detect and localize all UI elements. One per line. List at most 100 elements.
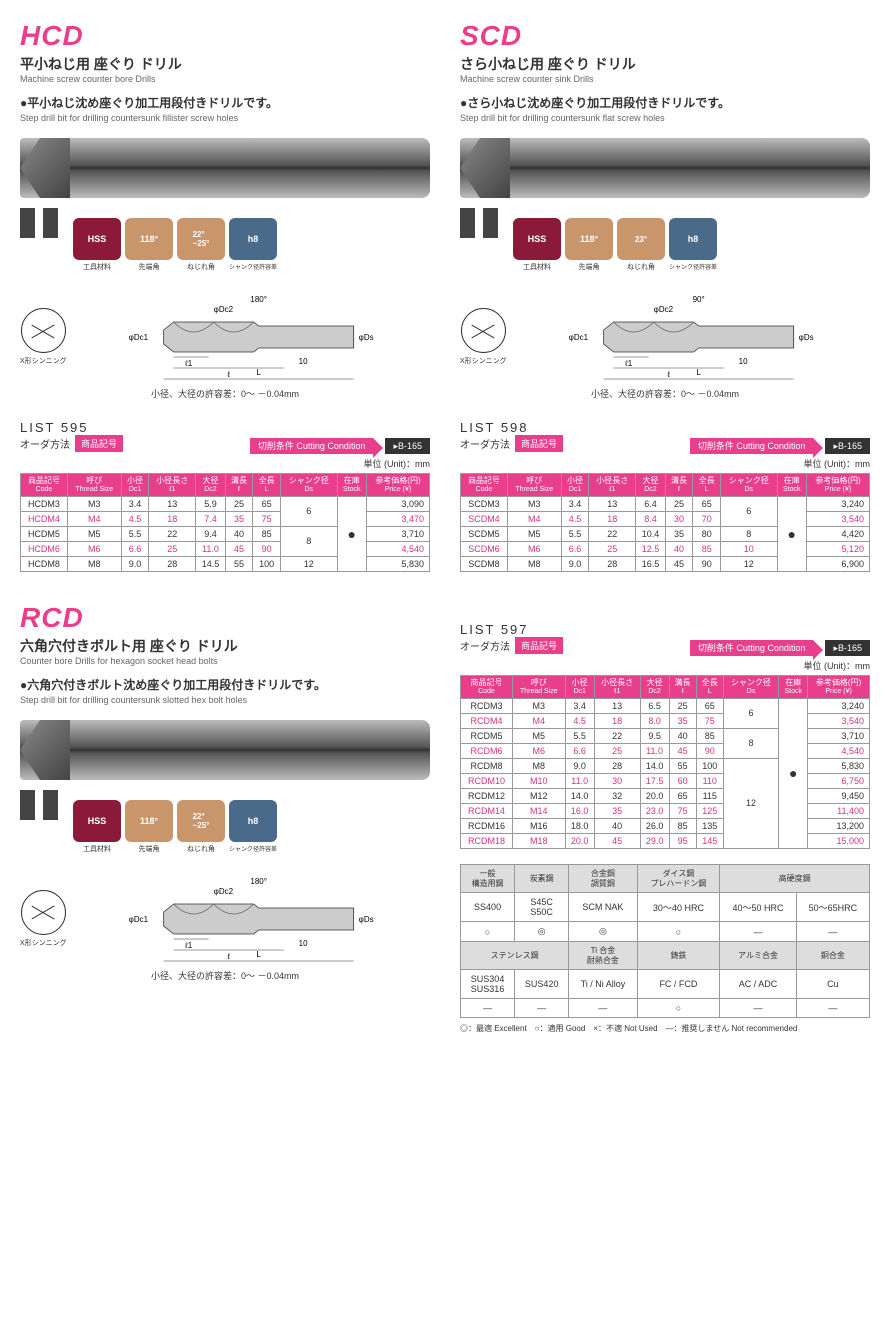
table-row: SCDM8M89.02816.54590126,900 (461, 556, 870, 571)
svg-text:L: L (256, 368, 261, 377)
spec-table: 商品記号Code呼びThread Size小径Dc1小径長さℓ1大径Dc2溝長ℓ… (20, 473, 430, 572)
title-en: Machine screw counter sink Drills (460, 74, 870, 84)
thinning-icon: X形シンニング (20, 890, 67, 948)
title-jp: 平小ねじ用 座ぐり ドリル (20, 54, 430, 74)
svg-text:φDc2: φDc2 (213, 305, 233, 314)
svg-text:φDc2: φDc2 (653, 305, 673, 314)
badges: HSS工具材料 118°先端角 23°ねじれ角 h8シャンク径許容差 (513, 218, 717, 272)
scd-section: SCD さら小ねじ用 座ぐり ドリル Machine screw counter… (460, 20, 870, 572)
svg-text:ℓ: ℓ (226, 370, 230, 379)
thinning-icon: X形シンニング (460, 308, 507, 366)
order-tag: 商品記号 (515, 637, 563, 654)
tolerance-note: 小径、大径の許容差：0～ －0.04mm (20, 387, 430, 400)
dimension-diagram: 90° φDc2 φDc1 ℓ1 ℓ 10 L φDs (517, 292, 870, 382)
spec-table: 商品記号Code呼びThread Size小径Dc1小径長さℓ1大径Dc2溝長ℓ… (460, 675, 870, 849)
table-row: HCDM4M44.5187.435753,470 (21, 511, 430, 526)
badge-h8: h8 (229, 218, 277, 260)
cross-section-icon (20, 790, 58, 820)
svg-text:10: 10 (298, 357, 307, 366)
badge-hss: HSS (73, 218, 121, 260)
desc-en: Step drill bit for drilling countersunk … (20, 113, 430, 123)
svg-text:ℓ1: ℓ1 (184, 941, 193, 950)
svg-text:10: 10 (298, 939, 307, 948)
badge-helix: 22° ~25° (177, 800, 225, 842)
table-row: RCDM5M55.5229.5408583,710 (461, 728, 870, 743)
unit-label: 単位 (Unit)：mm (20, 457, 430, 470)
table-row: SCDM6M66.62512.54085105,120 (461, 541, 870, 556)
table-row: RCDM3M33.4136.525656●3,240 (461, 698, 870, 713)
title-jp: 六角穴付きボルト用 座ぐり ドリル (20, 636, 430, 656)
svg-text:φDc1: φDc1 (128, 333, 148, 342)
desc-en: Step drill bit for drilling countersunk … (20, 695, 430, 705)
table-row: RCDM8M89.02814.055100125,830 (461, 758, 870, 773)
hcd-section: HCD 平小ねじ用 座ぐり ドリル Machine screw counter … (20, 20, 430, 572)
cutting-condition: 切削条件 Cutting Condition (690, 640, 814, 656)
desc-jp: ●さら小ねじ沈め座ぐり加工用段付きドリルです。 (460, 94, 870, 111)
badge-tip-angle: 118° (125, 800, 173, 842)
rcd-left: RCD 六角穴付きボルト用 座ぐり ドリル Counter bore Drill… (20, 602, 430, 982)
table-row: RCDM16M1618.04026.08513513,200 (461, 818, 870, 833)
order-tag: 商品記号 (515, 435, 563, 452)
table-row: HCDM5M55.5229.4408583,710 (21, 526, 430, 541)
ref-link: ▸B-165 (825, 640, 870, 656)
svg-text:ℓ1: ℓ1 (624, 359, 633, 368)
table-row: RCDM12M1214.03220.0651159,450 (461, 788, 870, 803)
dimension-diagram: 180° φDc2 φDc1 ℓ1 ℓ 10 L φDs (77, 292, 430, 382)
rcd-right: LIST 597 オーダ方法商品記号 切削条件 Cutting Conditio… (460, 602, 870, 1034)
svg-text:ℓ1: ℓ1 (184, 359, 193, 368)
material-table: 一般 構造用鋼炭素鋼合金鋼 調質鋼ダイス鋼 プレハードン鋼高硬度鋼SS400S4… (460, 864, 870, 1018)
table-row: HCDM6M66.62511.045904,540 (21, 541, 430, 556)
cutting-condition: 切削条件 Cutting Condition (690, 438, 814, 454)
badge-hss: HSS (513, 218, 561, 260)
list-number: LIST 595 (20, 420, 123, 435)
svg-text:90°: 90° (692, 295, 704, 304)
table-row: RCDM4M44.5188.035753,540 (461, 713, 870, 728)
list-number: LIST 598 (460, 420, 563, 435)
badge-helix: 23° (617, 218, 665, 260)
product-code: HCD (20, 20, 430, 52)
table-row: SCDM5M55.52210.4358084,420 (461, 526, 870, 541)
badges: HSS工具材料 118°先端角 22° ~25°ねじれ角 h8シャンク径許容差 (73, 218, 277, 272)
desc-jp: ●六角穴付きボルト沈め座ぐり加工用段付きドリルです。 (20, 676, 430, 693)
tolerance-note: 小径、大径の許容差：0～ －0.04mm (460, 387, 870, 400)
svg-text:10: 10 (738, 357, 747, 366)
spec-table: 商品記号Code呼びThread Size小径Dc1小径長さℓ1大径Dc2溝長ℓ… (460, 473, 870, 572)
svg-text:180°: 180° (250, 295, 267, 304)
badges: HSS工具材料 118°先端角 22° ~25°ねじれ角 h8シャンク径許容差 (73, 800, 277, 854)
svg-text:φDc2: φDc2 (213, 887, 233, 896)
drill-image (20, 138, 430, 198)
svg-text:φDc1: φDc1 (128, 915, 148, 924)
badge-h8: h8 (669, 218, 717, 260)
badge-tip-angle: 118° (125, 218, 173, 260)
product-code: SCD (460, 20, 870, 52)
drill-image (20, 720, 430, 780)
desc-jp: ●平小ねじ沈め座ぐり加工用段付きドリルです。 (20, 94, 430, 111)
badge-hss: HSS (73, 800, 121, 842)
svg-text:180°: 180° (250, 877, 267, 886)
title-en: Counter bore Drills for hexagon socket h… (20, 656, 430, 666)
unit-label: 単位 (Unit)：mm (460, 659, 870, 672)
order-tag: 商品記号 (75, 435, 123, 452)
table-row: HCDM3M33.4135.925656●3,090 (21, 496, 430, 511)
cross-section-icon (460, 208, 498, 238)
unit-label: 単位 (Unit)：mm (460, 457, 870, 470)
table-row: SCDM3M33.4136.425656●3,240 (461, 496, 870, 511)
tolerance-note: 小径、大径の許容差：0～ －0.04mm (20, 969, 430, 982)
desc-en: Step drill bit for drilling countersunk … (460, 113, 870, 123)
svg-text:φDs: φDs (798, 333, 813, 342)
dimension-diagram: 180° φDc2 φDc1 ℓ1 ℓ 10 L φDs (77, 874, 430, 964)
table-row: RCDM14M1416.03523.07512511,400 (461, 803, 870, 818)
title-jp: さら小ねじ用 座ぐり ドリル (460, 54, 870, 74)
cross-section-icon (20, 208, 58, 238)
table-row: RCDM6M66.62511.045904,540 (461, 743, 870, 758)
badge-helix: 22° ~25° (177, 218, 225, 260)
table-row: HCDM8M89.02814.555100125,830 (21, 556, 430, 571)
svg-text:φDs: φDs (358, 333, 373, 342)
product-code: RCD (20, 602, 430, 634)
svg-text:φDs: φDs (358, 915, 373, 924)
svg-text:L: L (696, 368, 701, 377)
table-row: RCDM18M1820.04529.09514515,000 (461, 833, 870, 848)
thinning-icon: X形シンニング (20, 308, 67, 366)
cutting-condition: 切削条件 Cutting Condition (250, 438, 374, 454)
svg-text:φDc1: φDc1 (568, 333, 588, 342)
